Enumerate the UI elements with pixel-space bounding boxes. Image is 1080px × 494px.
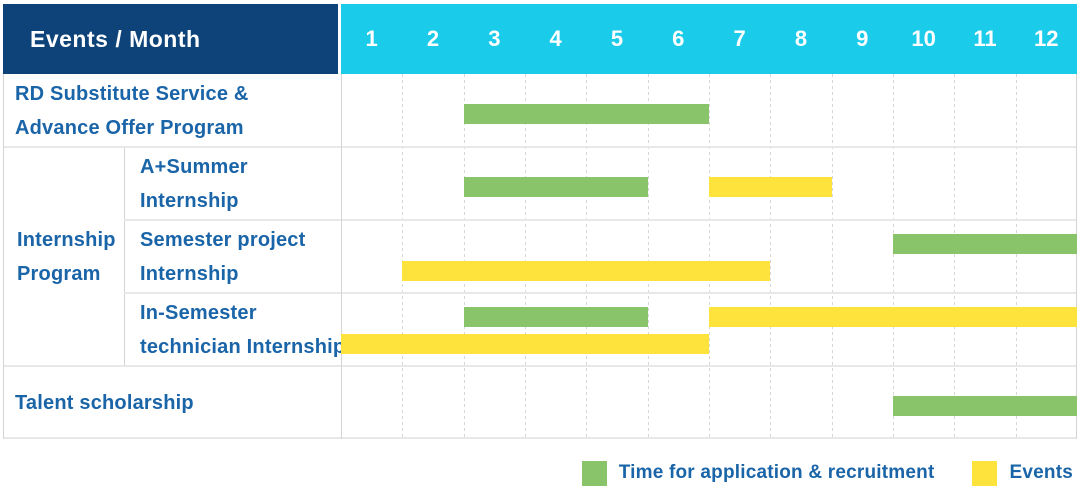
row-label-a-plus-summer: A+Summer Internship [124, 147, 341, 220]
label-grid-divider [341, 74, 342, 439]
month-label-12: 12 [1034, 26, 1059, 51]
group-label-line: Internship [17, 228, 116, 251]
table-right-border [1076, 74, 1077, 439]
row-label-line: Internship [140, 189, 239, 212]
in-semester-technician-events-bar-2 [341, 334, 709, 354]
legend: Time for application & recruitment Events [581, 458, 1073, 488]
month-label-11: 11 [973, 26, 997, 51]
a-plus-summer-events-bar-1 [709, 177, 832, 197]
table-left-border [3, 74, 4, 439]
legend-events-label: Events [1009, 462, 1073, 483]
group-label-line: Program [17, 262, 101, 285]
month-label-3: 3 [488, 26, 501, 51]
semester-project-application-bar-0 [893, 234, 1077, 254]
events-month-gantt-table: Events / Month 1 2 3 4 5 6 7 8 9 10 11 12 RD Substi… [3, 4, 1077, 439]
legend-item-events: Events [972, 460, 1073, 486]
row-label-semester-project: Semester project Internship [124, 220, 341, 293]
month-gridline [954, 74, 956, 439]
month-gridline [525, 74, 526, 439]
row-label-talent-scholarship: Talent scholarship [3, 366, 341, 439]
month-label-2: 2 [426, 26, 440, 51]
table-bottom-border [3, 437, 1077, 439]
legend-item-application: Time for application & recruitment [581, 460, 935, 486]
month-gridline [831, 74, 833, 439]
row-label-line: RD Substitute Service & [15, 82, 249, 105]
in-semester-technician-application-bar-0 [463, 307, 648, 327]
talent-scholarship-application-bar-0 [893, 396, 1077, 416]
month-gridline [1015, 74, 1017, 439]
month-label-1: 1 [365, 26, 378, 51]
month-label-9: 9 [856, 26, 869, 51]
table-header-cell: Events / Month [3, 4, 338, 74]
row-label-line: Talent scholarship [15, 391, 194, 414]
group-column-divider [124, 147, 125, 366]
row-label-rd-substitute: RD Substitute Service & Advance Offer Pro… [3, 74, 341, 147]
row-divider [124, 292, 1077, 294]
legend-events-swatch [972, 460, 998, 486]
row-label-line: technician Internship [140, 335, 346, 358]
month-label-7: 7 [733, 26, 746, 51]
table-title: Events / Month [30, 25, 201, 52]
a-plus-summer-application-bar-0 [463, 177, 648, 197]
month-gridline [893, 74, 894, 439]
gantt-body: RD Substitute Service & Advance Offer Pro… [3, 74, 1077, 439]
row-label-line: Semester project [140, 228, 306, 251]
row-divider [3, 146, 1077, 148]
row-label-line: Internship [140, 262, 239, 285]
month-label-4: 4 [549, 26, 562, 51]
group-label-internship-program: Internship Program [3, 147, 124, 366]
month-gridline [463, 74, 465, 439]
month-label-10: 10 [911, 26, 936, 51]
legend-application-swatch [581, 460, 607, 486]
month-gridline [770, 74, 772, 439]
row-label-line: In-Semester [140, 301, 257, 324]
row-label-line: A+Summer [140, 155, 248, 178]
row-divider [3, 365, 1077, 367]
legend-application-label: Time for application & recruitment [618, 462, 935, 483]
semester-project-events-bar-1 [402, 261, 771, 281]
month-label-5: 5 [610, 26, 624, 51]
month-label-6: 6 [672, 26, 685, 51]
row-label-in-semester-technician: In-Semester technician Internship [124, 293, 346, 366]
month-gridline [709, 74, 710, 439]
month-gridline [586, 74, 588, 439]
rd-substitute-application-bar-0 [463, 104, 709, 124]
month-gridline [647, 74, 649, 439]
row-label-line: Advance Offer Program [15, 116, 244, 139]
in-semester-technician-events-bar-1 [709, 307, 1077, 327]
month-label-8: 8 [794, 26, 808, 51]
row-divider [124, 219, 1077, 221]
month-header-row: 1 2 3 4 5 6 7 8 9 10 11 12 [341, 4, 1077, 74]
month-gridline [402, 74, 404, 439]
